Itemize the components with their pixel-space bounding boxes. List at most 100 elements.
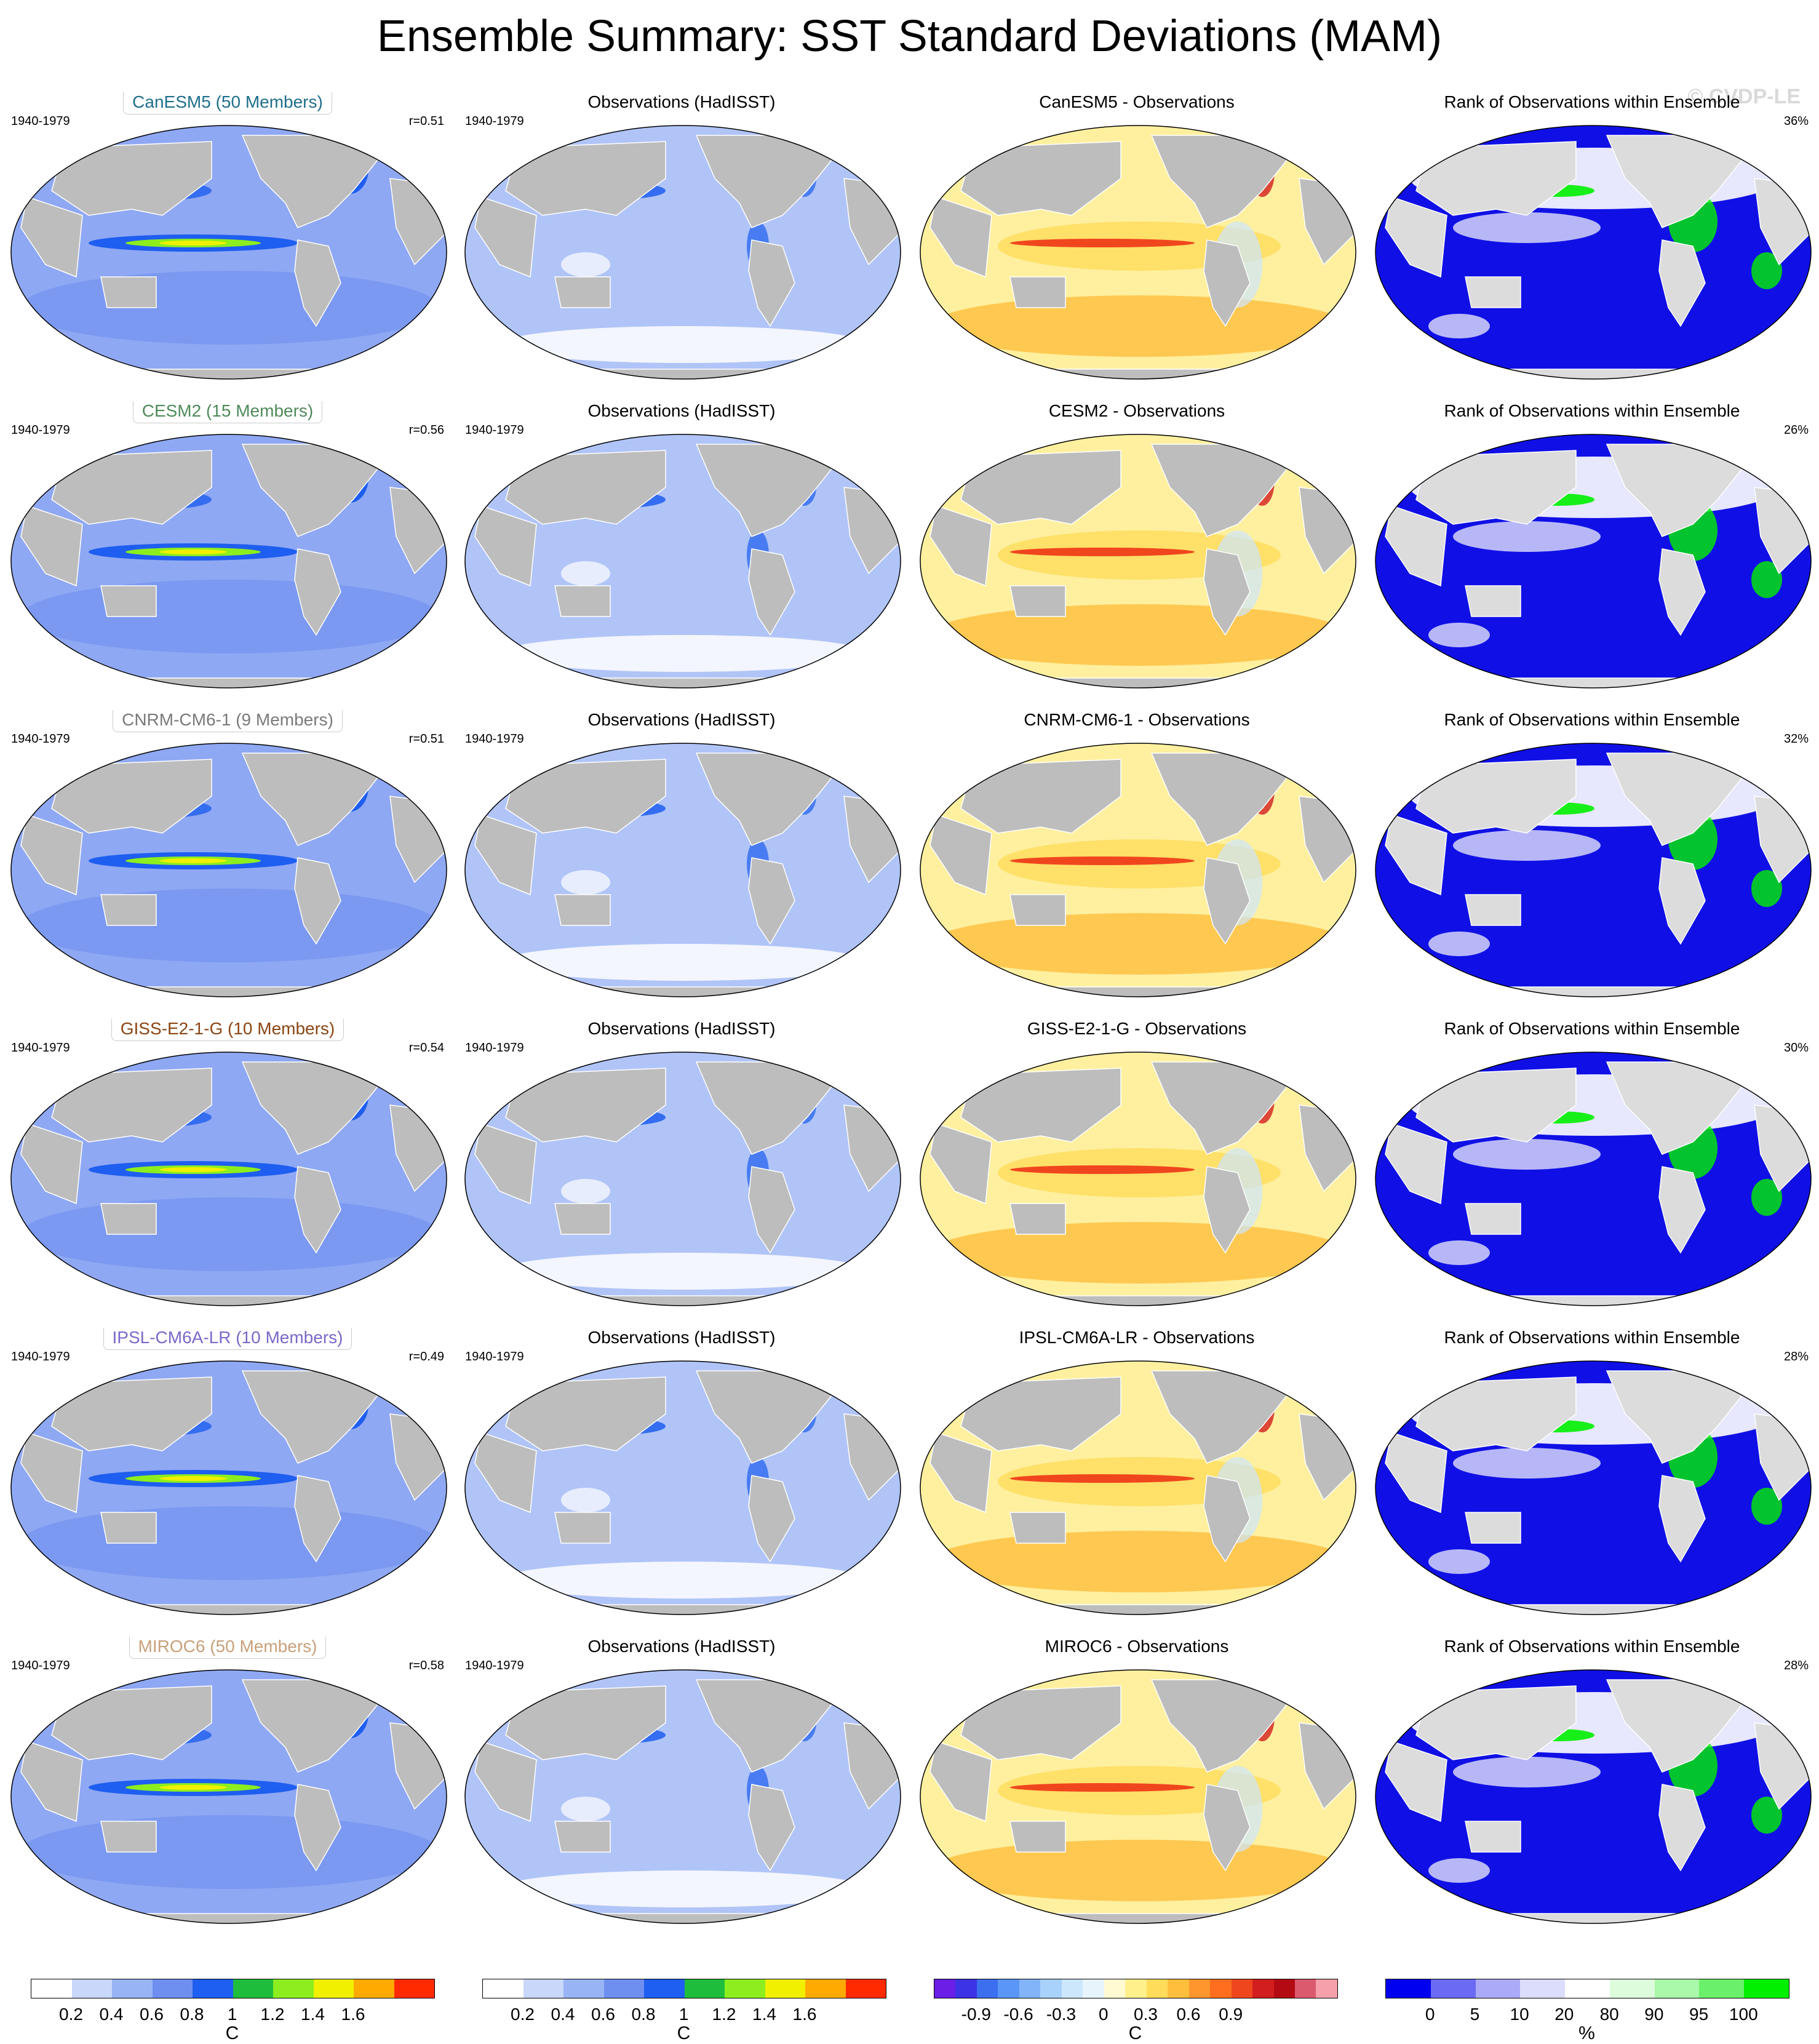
colorbar-swatch (523, 1979, 563, 1998)
period-label: 1940-1979 (465, 732, 524, 746)
colorbar-tick-label: 1.2 (712, 2005, 736, 2024)
colorbar-swatch (233, 1979, 273, 1998)
diff-map (918, 1359, 1358, 1617)
panel-title: Observations (HadISST) (454, 401, 909, 421)
diff-map (918, 123, 1358, 381)
pattern-correlation: r=0.58 (408, 1659, 444, 1672)
colorbar-swatch (1565, 1979, 1610, 1998)
difference-panel: IPSL-CM6A-LR - Observations (909, 1328, 1364, 1637)
colorbar-swatch (603, 1979, 644, 1998)
rank-percent: 30% (1783, 1041, 1809, 1055)
model-panel: GISS-E2-1-G (10 Members) 1940-1979 r=0.54 (0, 1019, 455, 1328)
model-map (9, 741, 449, 999)
panel-title: Observations (HadISST) (454, 710, 909, 730)
colorbar-tick-label: 0.4 (551, 2005, 575, 2024)
colorbar-swatch (1430, 1979, 1476, 1998)
panel-title-text: CESM2 (15 Members) (132, 401, 323, 423)
difference-panel: CESM2 - Observations (909, 401, 1364, 710)
colorbar-swatch (1609, 1979, 1655, 1998)
colorbar-swatch (152, 1979, 193, 1998)
model-panel: CESM2 (15 Members) 1940-1979 r=0.56 (0, 401, 455, 710)
colorbar-swatch (1252, 1979, 1274, 1998)
panel-row: CanESM5 (50 Members) 1940-1979 r=0.51 Obser… (0, 92, 1819, 401)
difference-panel: GISS-E2-1-G - Observations (909, 1019, 1364, 1328)
colorbar-tick-label: 1.2 (260, 2005, 285, 2024)
period-label: 1940-1979 (465, 1041, 524, 1055)
colorbar-unit: C (1128, 2023, 1142, 2043)
colorbar-swatch (1040, 1979, 1062, 1998)
colorbar-swatch (31, 1979, 72, 1998)
model-map (9, 1359, 449, 1617)
colorbar-tick-label: 0.6 (1176, 2005, 1201, 2024)
model-map (9, 432, 449, 690)
colorbar-swatch (1104, 1979, 1126, 1998)
colorbar-tick-label: 0.9 (1219, 2005, 1243, 2024)
panel-title: CNRM-CM6-1 (9 Members) (0, 710, 455, 732)
diff-map (918, 741, 1358, 999)
observations-panel: Observations (HadISST) 1940-1979 (454, 1328, 909, 1637)
model-map (9, 1667, 449, 1926)
rank-map (1373, 741, 1813, 999)
period-label: 1940-1979 (11, 114, 70, 128)
colorbar-swatch (1273, 1979, 1295, 1998)
period-label: 1940-1979 (11, 423, 70, 437)
colorbar-swatch (313, 1979, 354, 1998)
obs-map (463, 432, 903, 690)
period-label: 1940-1979 (11, 1659, 70, 1672)
obs-map (463, 123, 903, 381)
colorbar-tick-label: 0.6 (591, 2005, 615, 2024)
panel-title-text: Rank of Observations within Ensemble (1444, 92, 1740, 111)
colorbar-swatch (1083, 1979, 1104, 1998)
panel-title: Rank of Observations within Ensemble (1364, 710, 1819, 730)
colorbar-swatch (1231, 1979, 1253, 1998)
panel-row: MIROC6 (50 Members) 1940-1979 r=0.58 Observ… (0, 1637, 1819, 1946)
colorbar-swatch (1188, 1979, 1211, 1998)
rank-percent: 28% (1783, 1350, 1809, 1363)
panel-title: Rank of Observations within Ensemble (1364, 92, 1819, 112)
panel-title: GISS-E2-1-G (10 Members) (0, 1019, 455, 1041)
panel-title-text: IPSL-CM6A-LR (10 Members) (103, 1328, 352, 1350)
colorbar-swatch (193, 1979, 233, 1998)
panel-title-text: CanESM5 - Observations (1039, 92, 1235, 111)
colorbar-ticks: 0.2 0.4 0.6 0.8 1 1.2 1.4 1.6 (482, 2005, 885, 2026)
colorbar-tick-label: 95 (1689, 2005, 1709, 2024)
colorbar-swatch (725, 1979, 765, 1998)
colorbar-swatch (976, 1979, 998, 1998)
panel-title: CESM2 (15 Members) (0, 401, 455, 423)
colorbar-tick-label: 1.4 (301, 2005, 325, 2024)
pattern-correlation: r=0.54 (408, 1041, 444, 1055)
pattern-correlation: r=0.49 (408, 1350, 444, 1363)
colorbar-swatch (1210, 1979, 1232, 1998)
panel-title: Rank of Observations within Ensemble (1364, 1328, 1819, 1347)
panel-title: CanESM5 - Observations (909, 92, 1364, 112)
colorbar-swatch (955, 1979, 977, 1998)
difference-panel: CNRM-CM6-1 - Observations (909, 710, 1364, 1019)
colorbar-swatch (998, 1979, 1019, 1998)
colorbar (482, 1979, 886, 1998)
panel-title: Observations (HadISST) (454, 1019, 909, 1039)
rank-percent: 28% (1783, 1659, 1809, 1672)
panel-title-text: Observations (HadISST) (587, 1637, 776, 1656)
colorbar-swatch (1019, 1979, 1041, 1998)
panel-title: Observations (HadISST) (454, 92, 909, 112)
panel-title-text: CNRM-CM6-1 - Observations (1024, 710, 1250, 729)
colorbar-swatch (1699, 1979, 1745, 1998)
model-panel: IPSL-CM6A-LR (10 Members) 1940-1979 r=0.49 (0, 1328, 455, 1637)
watermark: © CVDP-LE (1687, 85, 1801, 108)
panel-row: CNRM-CM6-1 (9 Members) 1940-1979 r=0.51 Obs… (0, 710, 1819, 1019)
panel-title-text: Observations (HadISST) (587, 1019, 776, 1038)
panel-title: MIROC6 - Observations (909, 1637, 1364, 1656)
diff-map (918, 1050, 1358, 1308)
panel-title: Rank of Observations within Ensemble (1364, 1637, 1819, 1656)
colorbar-swatch (1654, 1979, 1700, 1998)
panel-title-text: Rank of Observations within Ensemble (1444, 1328, 1740, 1347)
model-panel: CNRM-CM6-1 (9 Members) 1940-1979 r=0.51 (0, 710, 455, 1019)
observations-panel: Observations (HadISST) 1940-1979 (454, 710, 909, 1019)
colorbar-tick-label: 0.3 (1134, 2005, 1158, 2024)
colorbar-swatch (273, 1979, 314, 1998)
colorbar-tick-label: 0 (1098, 2005, 1109, 2024)
panel-title: CanESM5 (50 Members) (0, 92, 455, 114)
period-label: 1940-1979 (11, 1350, 70, 1363)
rank-panel: Rank of Observations within Ensemble 36% (1364, 92, 1819, 401)
panel-row: IPSL-CM6A-LR (10 Members) 1940-1979 r=0.49… (0, 1328, 1819, 1637)
